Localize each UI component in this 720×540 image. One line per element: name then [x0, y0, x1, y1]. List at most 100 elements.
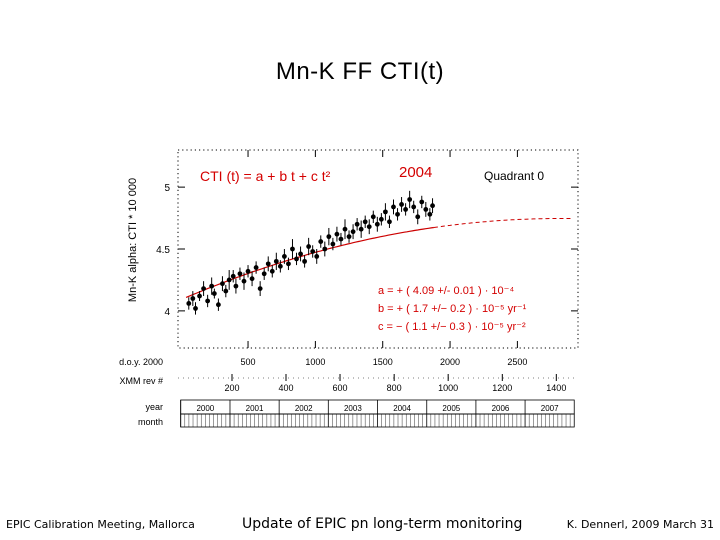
data-point: [302, 258, 307, 264]
data-point: [186, 301, 192, 306]
fit-line-c: c = − ( 1.1 +/− 0.3 ) · 10⁻⁵ yr⁻²: [378, 321, 526, 333]
data-point: [430, 203, 435, 209]
data-point: [233, 283, 239, 289]
data-point: [415, 214, 421, 220]
rev-tick-label: 1200: [492, 383, 512, 393]
year-label: 2002: [295, 404, 313, 413]
data-point: [241, 278, 247, 284]
data-point: [326, 234, 332, 240]
slide-title: Mn-K FF CTI(t): [275, 58, 445, 85]
day-tick-label: 1000: [305, 357, 325, 367]
axis-ticks: 4 4.5 5 500 1000 1500 2000 2500: [156, 150, 578, 367]
data-point: [277, 263, 283, 269]
fit-line-b: b = + ( 1.7 +/− 0.2 ) · 10⁻⁵ yr⁻¹: [378, 303, 527, 315]
data-point: [265, 261, 271, 267]
data-point: [395, 211, 400, 217]
footer-meeting: EPIC Calibration Meeting, Mallorca: [6, 518, 195, 531]
year-label: 2007: [541, 404, 559, 413]
data-point: [220, 281, 225, 287]
y-tick-label: 4: [164, 307, 170, 318]
data-point: [322, 246, 328, 252]
rev-tick-label: 200: [224, 383, 239, 393]
data-point: [226, 277, 232, 283]
rev-axis-label: XMM rev #: [119, 376, 163, 386]
data-point: [342, 226, 348, 232]
y-tick-label: 5: [164, 183, 170, 194]
data-point: [427, 211, 433, 217]
data-point: [281, 254, 287, 259]
data-point: [294, 256, 299, 262]
data-point: [245, 268, 251, 274]
year-label: 2006: [492, 404, 510, 413]
data-point: [407, 197, 413, 202]
y-axis-label: Mn-K alpha: CTI * 10 000: [127, 178, 139, 302]
data-point: [346, 234, 352, 240]
rev-tick-label: 1000: [438, 383, 458, 393]
data-point: [193, 306, 198, 311]
data-point: [290, 246, 295, 252]
year-label: 2000: [196, 404, 214, 413]
fit-line-a: a = + ( 4.09 +/- 0.01 ) · 10⁻⁴: [378, 285, 514, 297]
data-point: [411, 204, 417, 210]
day-tick-label: 1500: [373, 357, 393, 367]
data-point: [190, 296, 196, 301]
month-axis-label: month: [138, 417, 163, 427]
data-point: [253, 265, 259, 270]
timeline-axes: 200 400 600 800 1000 1200 1400 2000 2001 2002 2003…: [178, 374, 578, 428]
data-point: [216, 302, 221, 308]
year-label: 2003: [344, 404, 362, 413]
data-point: [298, 251, 303, 257]
data-point: [358, 226, 364, 232]
data-point: [330, 241, 336, 247]
footer-author-date: K. Dennerl, 2009 March 31: [566, 518, 714, 531]
data-point: [314, 254, 320, 259]
rev-tick-label: 600: [333, 383, 348, 393]
data-point: [211, 291, 217, 296]
rev-tick-label: 400: [278, 383, 293, 393]
data-point: [318, 239, 324, 244]
data-point: [286, 261, 291, 267]
data-point: [366, 224, 372, 230]
y-tick-label: 4.5: [156, 245, 170, 256]
data-point: [334, 231, 340, 237]
data-point: [197, 293, 202, 299]
day-axis-label: d.o.y. 2000: [119, 357, 163, 367]
data-point: [403, 207, 409, 212]
rev-tick-label: 800: [387, 383, 402, 393]
data-point: [387, 219, 392, 225]
data-point: [261, 271, 267, 277]
data-point: [362, 219, 368, 225]
footer-talk-title: Update of EPIC pn long-term monitoring: [242, 516, 523, 532]
day-tick-label: 500: [241, 357, 256, 367]
year-label: 2001: [246, 404, 264, 413]
day-tick-label: 2500: [507, 357, 527, 367]
data-point: [354, 221, 360, 227]
data-point: [269, 268, 275, 274]
fit-curve-extrapolated: [433, 218, 572, 228]
data-point: [230, 273, 236, 279]
data-point: [374, 221, 380, 227]
year-label: 2005: [442, 404, 460, 413]
data-point: [350, 229, 356, 235]
data-point: [370, 214, 376, 220]
data-point: [201, 286, 206, 291]
data-points: [186, 190, 435, 315]
formula-label: CTI (t) = a + b t + c t²: [200, 168, 331, 184]
data-point: [237, 271, 243, 277]
data-point: [306, 244, 312, 249]
data-point: [273, 258, 279, 264]
data-point: [378, 216, 384, 222]
data-point: [257, 286, 263, 291]
data-point: [223, 288, 229, 294]
data-point: [209, 283, 215, 289]
data-point: [205, 298, 211, 304]
data-point: [383, 209, 388, 215]
data-point: [399, 202, 404, 207]
year-axis-label: year: [145, 402, 163, 412]
data-point: [310, 249, 316, 254]
data-point: [338, 236, 344, 242]
data-point: [391, 204, 396, 210]
rev-tick-label: 1400: [546, 383, 566, 393]
year-label: 2004: [393, 404, 411, 413]
